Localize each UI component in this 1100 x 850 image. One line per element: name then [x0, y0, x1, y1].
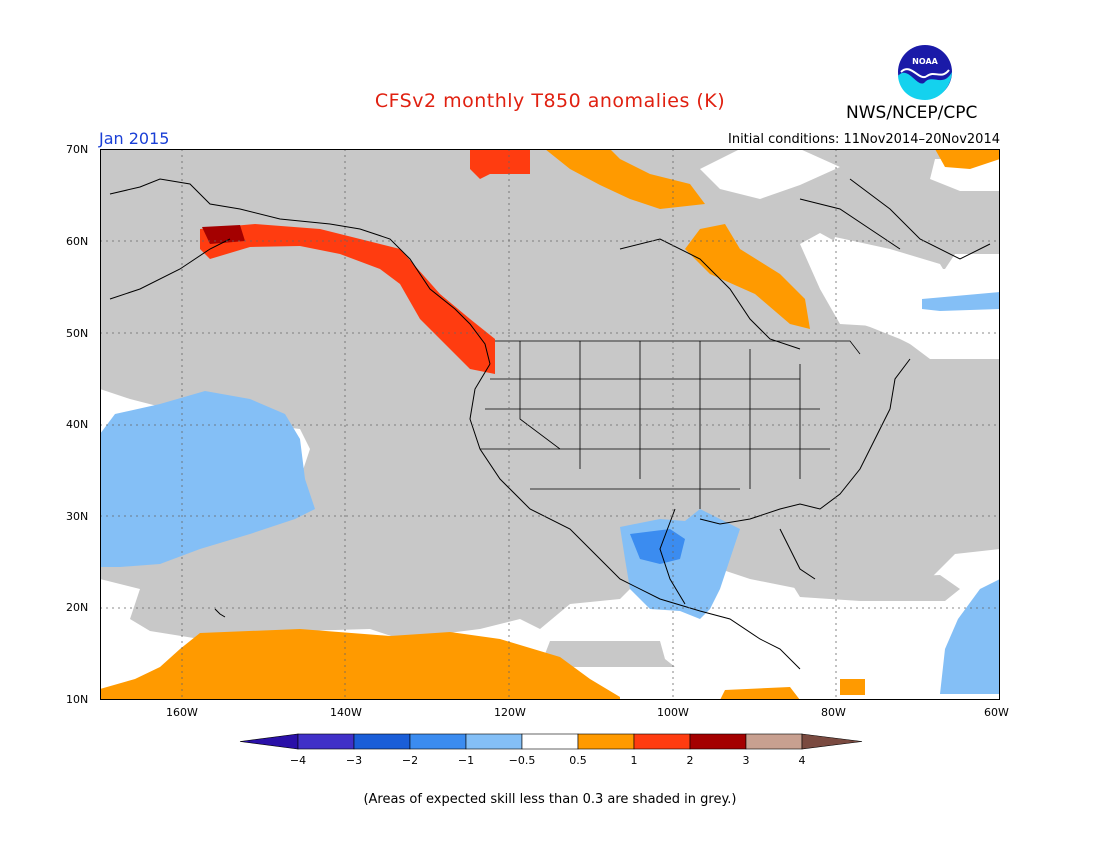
- anomaly-orange-arctic: [545, 149, 705, 209]
- legend-swatch: [689, 733, 747, 750]
- anomaly-light-blue-atlantic: [940, 579, 1000, 694]
- low-skill-grey-caribbean: [790, 575, 960, 601]
- legend-swatch: [577, 733, 635, 750]
- coastlines: [109, 178, 991, 670]
- graticule: [100, 149, 1000, 700]
- legend-swatch: [409, 733, 467, 750]
- legend-tick-label: 4: [799, 754, 806, 767]
- legend-tick-label: 3: [743, 754, 750, 767]
- political-borders: [480, 340, 861, 509]
- anomaly-orange-hudson: [685, 224, 810, 329]
- anomaly-red-arctic: [470, 149, 530, 179]
- map-frame: [100, 149, 1000, 700]
- anomaly-orange-small: [840, 679, 865, 695]
- legend-arrow-low: [239, 733, 299, 750]
- legend-tick-label: 0.5: [569, 754, 587, 767]
- near-normal-canada-east: [820, 237, 1000, 354]
- anomaly-light-blue-labrador: [922, 292, 1000, 311]
- lat-label: 60N: [66, 235, 89, 248]
- legend-swatch: [353, 733, 411, 750]
- legend-tick-label: −2: [402, 754, 418, 767]
- low-skill-grey-south: [545, 641, 675, 667]
- anomaly-map: [100, 149, 1000, 700]
- low-skill-grey-region: [100, 149, 1000, 639]
- legend-tick-label: 2: [687, 754, 694, 767]
- legend-swatches: [239, 733, 863, 750]
- lon-label: 100W: [657, 706, 689, 719]
- agency-label: NWS/NCEP/CPC: [846, 103, 978, 123]
- legend-swatch: [745, 733, 803, 750]
- anomaly-orange-caribbean: [720, 687, 800, 700]
- lon-label: 160W: [166, 706, 198, 719]
- legend-swatch: [465, 733, 523, 750]
- lon-label: 80W: [821, 706, 846, 719]
- legend-tick-label: −1: [458, 754, 474, 767]
- lon-label: 140W: [330, 706, 362, 719]
- lat-label: 20N: [66, 601, 89, 614]
- lon-label: 120W: [494, 706, 526, 719]
- map-title: CFSv2 monthly T850 anomalies (K): [374, 90, 726, 112]
- near-normal-northeast: [700, 149, 840, 199]
- legend-swatch: [297, 733, 355, 750]
- skill-footnote: (Areas of expected skill less than 0.3 a…: [363, 792, 737, 807]
- legend-swatch: [633, 733, 691, 750]
- forecast-month: Jan 2015: [99, 129, 170, 148]
- legend-arrow-high: [801, 733, 863, 750]
- color-legend: −4 −3 −2 −1 −0.5 0.5 1 2 3 4: [239, 733, 863, 767]
- anomaly-orange-tropical-pacific: [100, 629, 620, 700]
- anomaly-light-blue-pacific: [100, 391, 315, 567]
- noaa-logo: NOAA: [896, 43, 954, 101]
- legend-swatch: [521, 733, 579, 750]
- noaa-logo-text: NOAA: [912, 57, 938, 66]
- lat-label: 10N: [66, 693, 89, 706]
- legend-tick-label: −4: [290, 754, 306, 767]
- lat-label: 70N: [66, 143, 89, 156]
- legend-tick-label: −0.5: [509, 754, 536, 767]
- anomaly-orange-greenland: [935, 149, 1000, 169]
- initial-conditions: Initial conditions: 11Nov2014–20Nov2014: [728, 132, 1000, 147]
- legend-tick-label: 1: [631, 754, 638, 767]
- legend-tick-label: −3: [346, 754, 362, 767]
- anomaly-blue-gulf: [630, 529, 685, 564]
- anomaly-dark-red-alaska: [202, 225, 245, 244]
- lat-label: 40N: [66, 418, 89, 431]
- lat-label: 30N: [66, 510, 89, 523]
- lon-label: 60W: [984, 706, 1009, 719]
- lat-label: 50N: [66, 327, 89, 340]
- legend-tick-labels: −4 −3 −2 −1 −0.5 0.5 1 2 3 4: [290, 754, 806, 767]
